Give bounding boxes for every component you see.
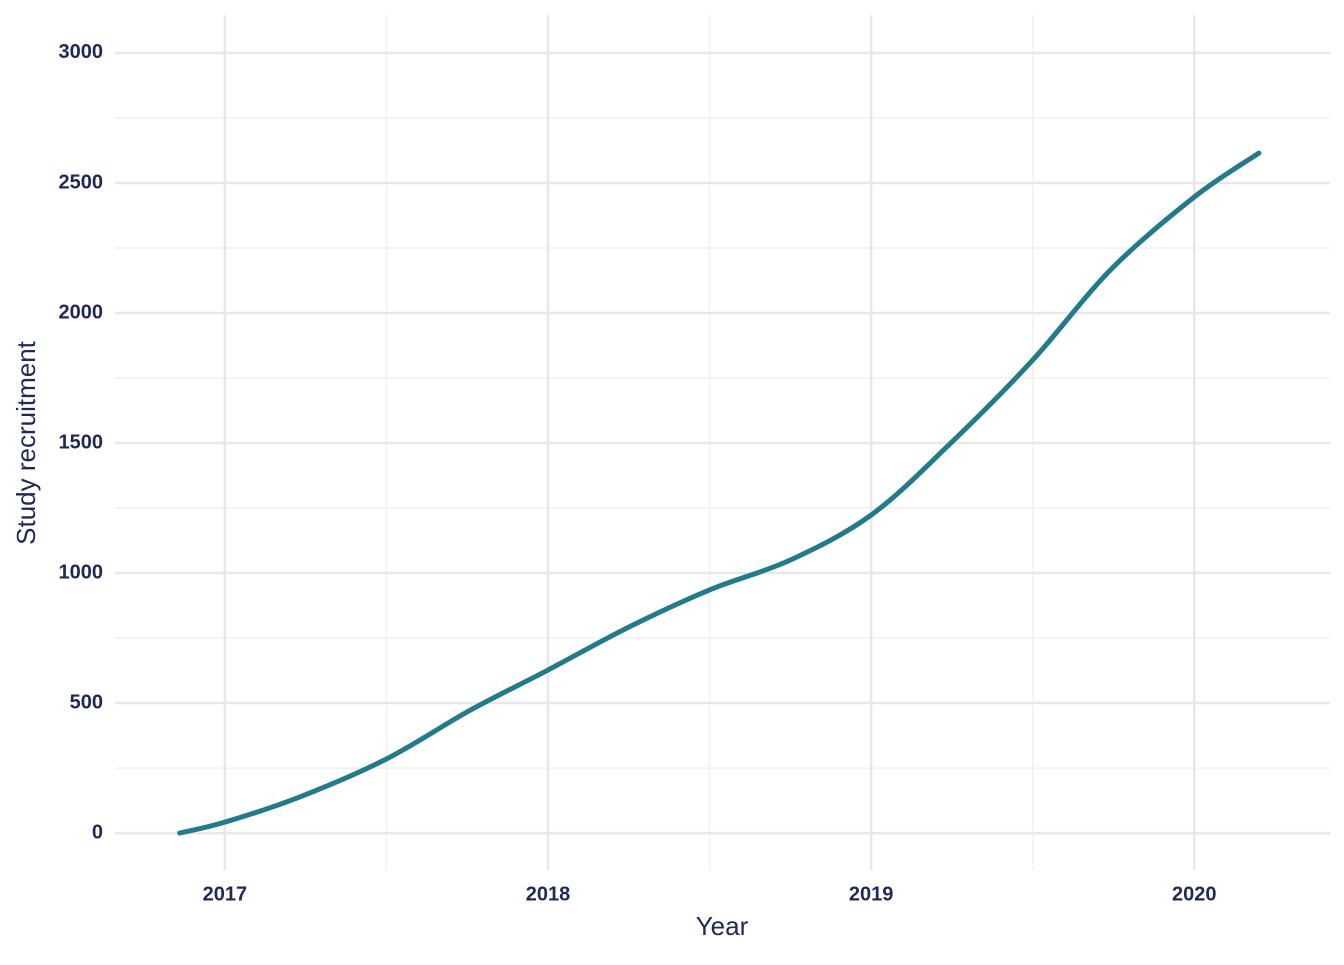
x-tick-label: 2017 [203, 883, 248, 905]
y-tick-label: 2500 [59, 171, 104, 193]
y-tick-label: 1500 [59, 431, 104, 453]
x-tick-label: 2018 [526, 883, 571, 905]
grid [115, 15, 1330, 870]
x-axis-label: Year [696, 911, 749, 941]
x-tick-label: 2020 [1172, 883, 1217, 905]
y-tick-label: 1000 [59, 561, 104, 583]
x-tick-label: 2019 [849, 883, 894, 905]
y-tick-label: 2000 [59, 301, 104, 323]
y-tick-label: 0 [92, 821, 103, 843]
y-tick-label: 3000 [59, 41, 104, 63]
line-series [177, 150, 1262, 836]
y-axis-label: Study recruitment [11, 340, 41, 545]
y-tick-label: 500 [70, 691, 103, 713]
